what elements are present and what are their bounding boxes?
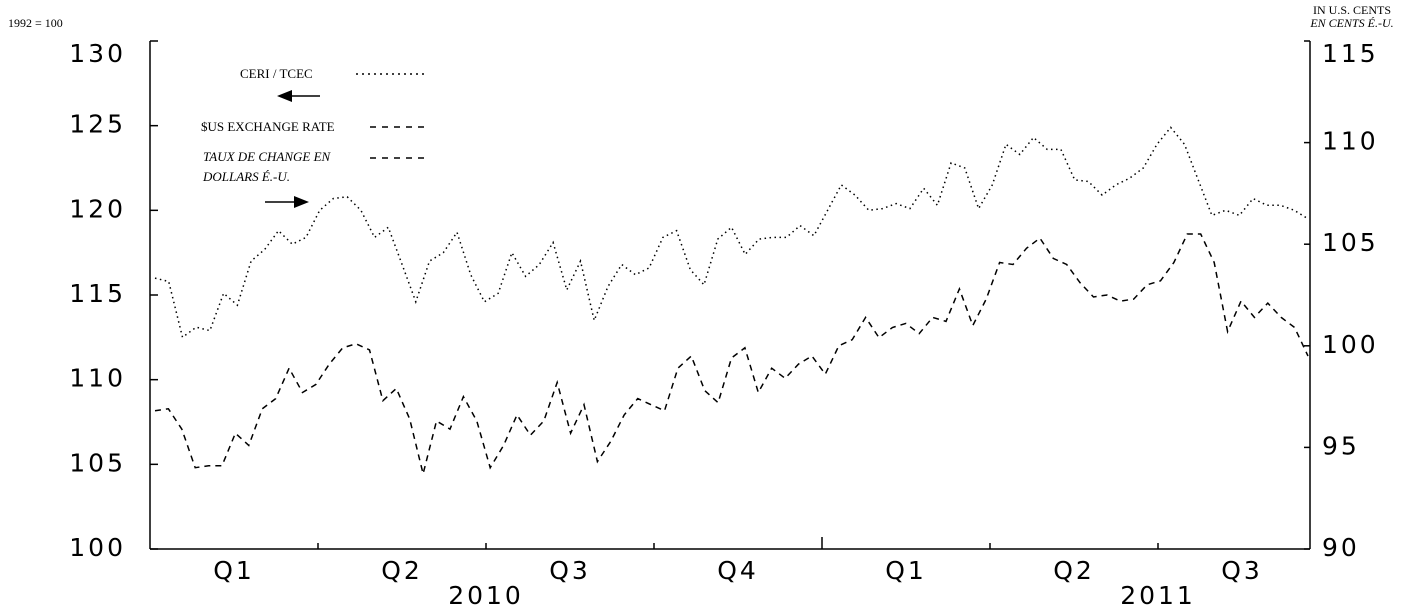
x-tick-label: Q2 [381, 556, 423, 585]
y-tick-label: 105 [69, 448, 126, 477]
series-line [154, 126, 1309, 339]
y-tick-label: 125 [69, 110, 126, 139]
y2-tick-label: 95 [1322, 431, 1360, 460]
right-axis-note: IN U.S. CENTS [1313, 3, 1391, 17]
year-label: 2010 [448, 581, 524, 610]
x-tick-label: Q1 [885, 556, 927, 585]
y-tick-label: 120 [69, 194, 126, 223]
legend-label: CERI / TCEC [240, 66, 313, 81]
y-tick-label: 100 [69, 533, 126, 562]
arrow-head [277, 90, 292, 102]
y2-tick-label: 100 [1322, 330, 1379, 359]
legend-label: $US EXCHANGE RATE [201, 119, 335, 134]
y-tick-label: 110 [69, 364, 126, 393]
legend-label: DOLLARS É.-U. [202, 169, 290, 184]
x-tick-label: Q3 [1221, 556, 1263, 585]
legend-label: TAUX DE CHANGE EN [203, 149, 332, 164]
left-axis-note: 1992 = 100 [8, 16, 63, 30]
x-tick-label: Q3 [549, 556, 591, 585]
series-line [154, 233, 1309, 474]
right-axis-note: EN CENTS É.-U. [1309, 16, 1393, 30]
y-tick-label: 115 [69, 279, 126, 308]
y-tick-label: 130 [69, 39, 126, 68]
y2-tick-label: 105 [1322, 228, 1379, 257]
x-tick-label: Q2 [1053, 556, 1095, 585]
y2-tick-label: 115 [1322, 39, 1379, 68]
y2-tick-label: 90 [1322, 533, 1360, 562]
y2-tick-label: 110 [1322, 127, 1379, 156]
x-tick-label: Q1 [213, 556, 255, 585]
arrow-head [294, 196, 309, 208]
year-label: 2011 [1120, 581, 1196, 610]
x-tick-label: Q4 [717, 556, 759, 585]
